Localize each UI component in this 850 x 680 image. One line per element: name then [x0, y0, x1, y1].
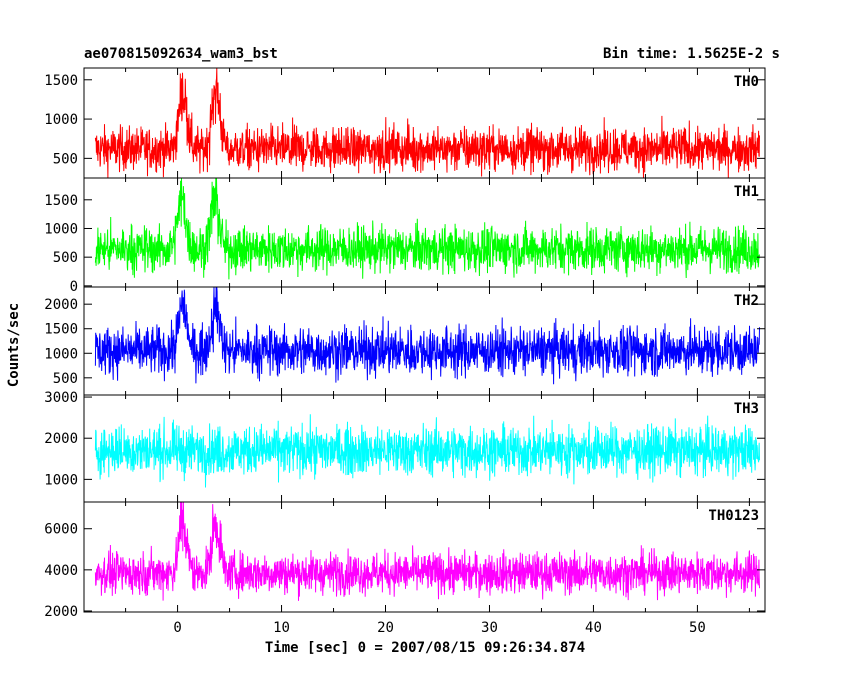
- y-tick-label: 500: [53, 250, 78, 266]
- y-tick-label: 3000: [44, 390, 78, 406]
- series-line-th3: [94, 414, 760, 488]
- series-line-th0123: [94, 501, 760, 601]
- chart-title: ae070815092634_wam3_bst: [84, 46, 278, 62]
- panel-label-th2: TH2: [734, 293, 759, 309]
- series-line-th0: [94, 67, 760, 179]
- panel-label-th0123: TH0123: [708, 508, 759, 524]
- y-tick-label: 500: [53, 371, 78, 387]
- y-tick-label: 1000: [44, 112, 78, 128]
- bin-time-label: Bin time: 1.5625E-2 s: [602, 46, 780, 62]
- y-tick-label: 1000: [44, 472, 78, 488]
- y-tick-label: 6000: [44, 522, 78, 538]
- y-tick-label: 0: [70, 279, 78, 295]
- panel-label-th0: TH0: [734, 74, 759, 90]
- y-tick-label: 2000: [44, 604, 78, 620]
- y-tick-label: 1000: [44, 221, 78, 237]
- x-tick-label: 50: [689, 620, 706, 636]
- y-tick-label: 1500: [44, 193, 78, 209]
- y-tick-label: 500: [53, 151, 78, 167]
- panel-label-th1: TH1: [734, 184, 759, 200]
- y-tick-label: 1500: [44, 322, 78, 338]
- y-tick-label: 2000: [44, 297, 78, 313]
- y-axis-label: Counts/sec: [6, 302, 22, 388]
- y-tick-label: 1500: [44, 73, 78, 89]
- x-tick-label: 20: [377, 620, 394, 636]
- panel-frame-th0123: [83, 501, 766, 613]
- x-tick-label: 30: [481, 620, 498, 636]
- x-tick-label: 10: [273, 620, 290, 636]
- x-tick-label: 40: [585, 620, 602, 636]
- x-tick-label: 0: [173, 620, 181, 636]
- panel-label-th3: TH3: [734, 401, 759, 417]
- series-line-th2: [94, 286, 760, 385]
- y-tick-label: 4000: [44, 563, 78, 579]
- x-axis-label: Time [sec] 0 = 2007/08/15 09:26:34.874: [264, 640, 586, 656]
- series-line-th1: [94, 177, 760, 280]
- y-tick-label: 1000: [44, 346, 78, 362]
- y-tick-label: 2000: [44, 431, 78, 447]
